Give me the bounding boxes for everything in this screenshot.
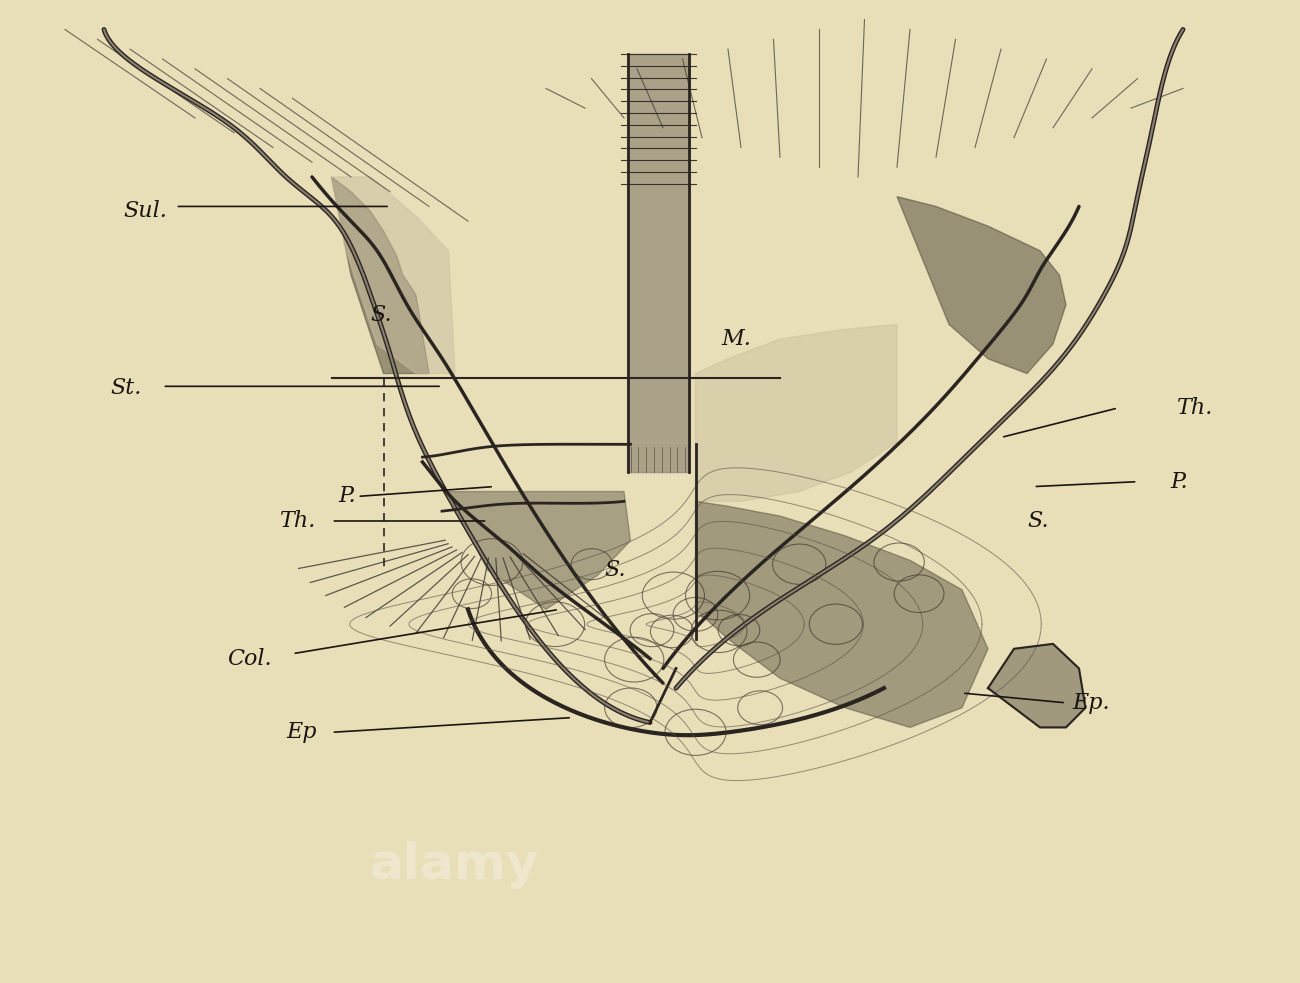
Text: Ep: Ep [286,722,316,743]
Text: Sul.: Sul. [124,201,168,222]
Text: S.: S. [370,304,393,325]
Text: Col.: Col. [227,648,272,669]
Polygon shape [696,501,988,727]
Polygon shape [897,197,1066,374]
Polygon shape [696,324,897,501]
Text: Th.: Th. [280,510,316,532]
Text: P.: P. [1170,471,1188,492]
Text: M.: M. [722,328,751,350]
Polygon shape [988,644,1086,727]
Polygon shape [448,492,630,609]
Polygon shape [332,177,455,374]
Text: Ep.: Ep. [1072,692,1110,714]
Text: S.: S. [1027,510,1049,532]
Text: alamy: alamy [370,841,540,889]
Text: St.: St. [111,377,142,399]
Text: P.: P. [338,486,356,507]
Polygon shape [332,177,429,374]
Text: Th.: Th. [1176,397,1213,419]
Text: S.: S. [604,559,627,581]
